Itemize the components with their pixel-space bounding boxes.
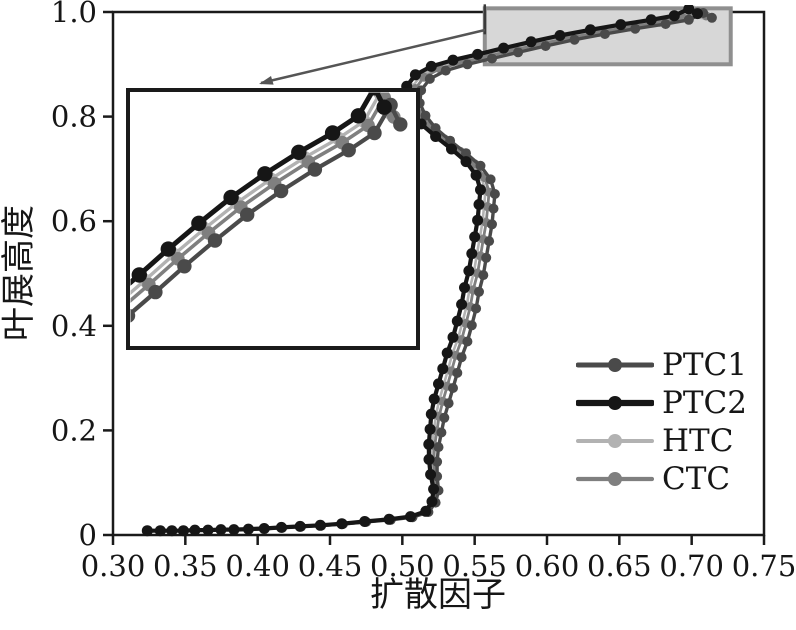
legend-marker-icon [576, 358, 654, 372]
x-tick-label: 0.50 [370, 549, 435, 583]
legend-label: PTC2 [662, 385, 747, 421]
inset-series-ptc2 [130, 92, 392, 286]
connector-line [260, 28, 486, 85]
highlight-region [482, 4, 733, 67]
x-tick-label: 0.70 [659, 549, 724, 583]
legend-item-htc: HTC [576, 422, 776, 460]
x-axis-label: 扩散因子 [370, 575, 506, 615]
legend-label: CTC [662, 461, 731, 497]
y-tick-label: 0.2 [51, 413, 97, 447]
x-tick-label: 0.30 [81, 549, 146, 583]
highlight-rect [482, 6, 733, 67]
y-tick-label: 1.0 [51, 0, 97, 29]
x-tick-label: 0.65 [587, 549, 652, 583]
inset-magnifier [126, 88, 420, 350]
axis-ticks: 0.30 0.35 0.40 0.45 0.50 0.55 0.60 0.65 0.70 0.75… [51, 0, 796, 583]
y-axis-label: 叶展高度 [0, 205, 39, 341]
y-tick-label: 0.8 [51, 100, 97, 134]
legend-item-ctc: CTC [576, 460, 776, 498]
x-tick-label: 0.60 [515, 549, 580, 583]
y-tick-label: 0 [79, 518, 97, 552]
legend-marker-icon [576, 434, 654, 448]
legend-item-ptc1: PTC1 [576, 346, 776, 384]
inset-series-ptc1 [130, 97, 408, 323]
inset-connector-line [259, 28, 486, 85]
legend-label: PTC1 [662, 347, 747, 383]
legend-marker-icon [576, 472, 654, 486]
legend-marker-icon [576, 396, 654, 410]
legend: PTC1 PTC2 HTC CTC [576, 346, 776, 498]
x-tick-label: 0.55 [442, 549, 507, 583]
x-tick-label: 0.75 [732, 549, 796, 583]
legend-label: HTC [662, 423, 734, 459]
x-tick-label: 0.45 [298, 549, 363, 583]
y-tick-label: 0.6 [51, 204, 97, 238]
x-tick-label: 0.35 [153, 549, 218, 583]
y-tick-label: 0.4 [51, 309, 97, 343]
legend-item-ptc2: PTC2 [576, 384, 776, 422]
series-group [141, 5, 717, 537]
connector-arrow-icon [259, 76, 274, 85]
plot-border [111, 10, 766, 537]
x-tick-label: 0.40 [225, 549, 290, 583]
inset-curves [130, 92, 408, 323]
